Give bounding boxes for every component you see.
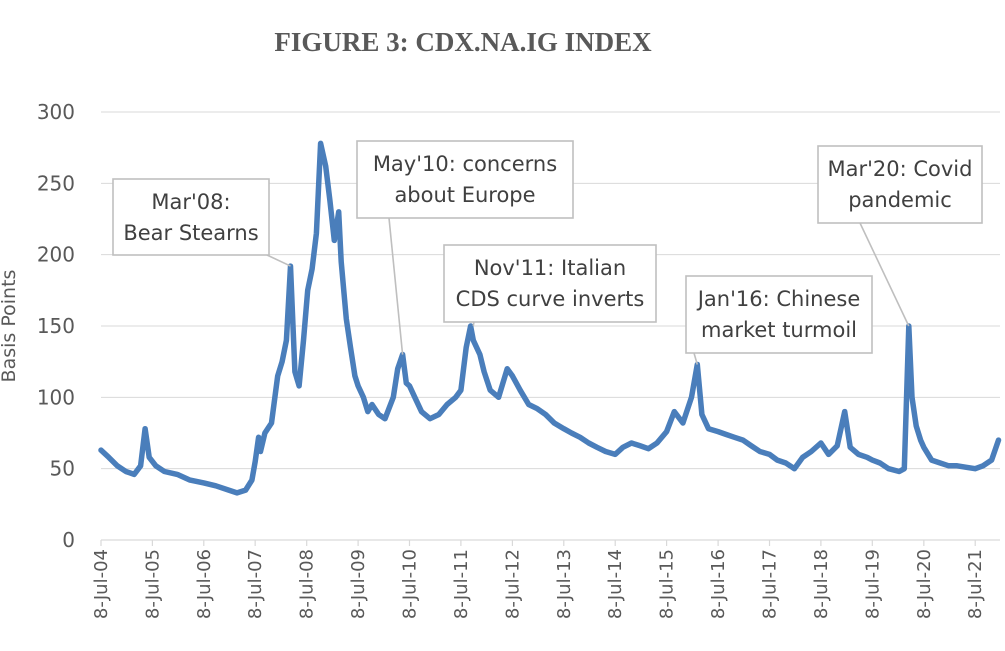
callout-text: about Europe [394, 183, 535, 207]
annotation-callout: Nov'11: Italian CDS curve inverts [443, 244, 657, 327]
x-tick-label: 8-Jul-16 [708, 549, 729, 619]
callout-leader-line [693, 352, 699, 365]
x-tick-label: 8-Jul-04 [91, 549, 112, 619]
callout-box [443, 244, 657, 323]
callout-text: CDS curve inverts [456, 287, 645, 311]
callout-text: Bear Stearns [123, 221, 258, 245]
x-tick-label: 8-Jul-17 [760, 549, 781, 619]
chart-title: FIGURE 3: CDX.NA.IG INDEX [274, 27, 652, 57]
callout-box [356, 140, 574, 219]
x-tick-label: 8-Jul-11 [451, 549, 472, 619]
y-tick-label: 200 [37, 243, 75, 267]
annotations: Mar'08: Bear Stearns May'10: concerns about… [112, 140, 983, 365]
x-tick-label: 8-Jul-08 [297, 549, 318, 619]
y-tick-label: 300 [37, 100, 75, 124]
x-tick-label: 8-Jul-19 [862, 549, 883, 619]
y-tick-label: 250 [37, 171, 75, 195]
y-tick-label: 150 [37, 314, 75, 338]
callout-leader-line [859, 222, 910, 327]
x-tick-label: 8-Jul-07 [245, 549, 266, 619]
x-tick-label: 8-Jul-18 [811, 549, 832, 619]
series-line [98, 140, 1002, 496]
annotation-callout: Mar'20: Covid pandemic [817, 145, 983, 327]
callout-leader-line [266, 254, 291, 267]
callout-text: pandemic [848, 188, 952, 212]
callout-box [817, 145, 983, 224]
callout-text: May'10: concerns [373, 152, 557, 176]
callout-box [112, 178, 270, 256]
annotation-callout: Jan'16: Chinese market turmoil [685, 275, 873, 365]
x-tick-label: 8-Jul-20 [914, 549, 935, 619]
y-tick-label: 0 [62, 528, 75, 552]
x-tick-label: 8-Jul-05 [142, 549, 163, 619]
x-tick-label: 8-Jul-21 [965, 549, 986, 619]
annotation-callout: May'10: concerns about Europe [356, 140, 574, 355]
x-tick-label: 8-Jul-15 [657, 549, 678, 619]
callout-box [685, 275, 873, 354]
y-tick-label: 100 [37, 385, 75, 409]
series-layer [98, 140, 1002, 496]
x-tick-label: 8-Jul-13 [554, 549, 575, 619]
y-axis-title: Basis Points [0, 270, 20, 383]
callout-text: Mar'20: Covid [828, 157, 973, 181]
x-tick-label: 8-Jul-06 [194, 549, 215, 619]
annotation-callout: Mar'08: Bear Stearns [112, 178, 291, 267]
x-tick-label: 8-Jul-14 [605, 549, 626, 619]
callout-text: Nov'11: Italian [474, 256, 626, 280]
axes: 0 50 100 150 200 250 300 8-Jul-04 8-Jul-05 8-Jul-… [37, 100, 1000, 619]
callout-text: market turmoil [701, 318, 857, 342]
callout-text: Mar'08: [151, 190, 230, 214]
x-tick-label: 8-Jul-10 [399, 549, 420, 619]
callout-leader-line [388, 217, 404, 355]
y-tick-label: 50 [50, 457, 75, 481]
x-tick-label: 8-Jul-12 [502, 549, 523, 619]
x-tick-label: 8-Jul-09 [348, 549, 369, 619]
callout-text: Jan'16: Chinese [696, 287, 861, 311]
